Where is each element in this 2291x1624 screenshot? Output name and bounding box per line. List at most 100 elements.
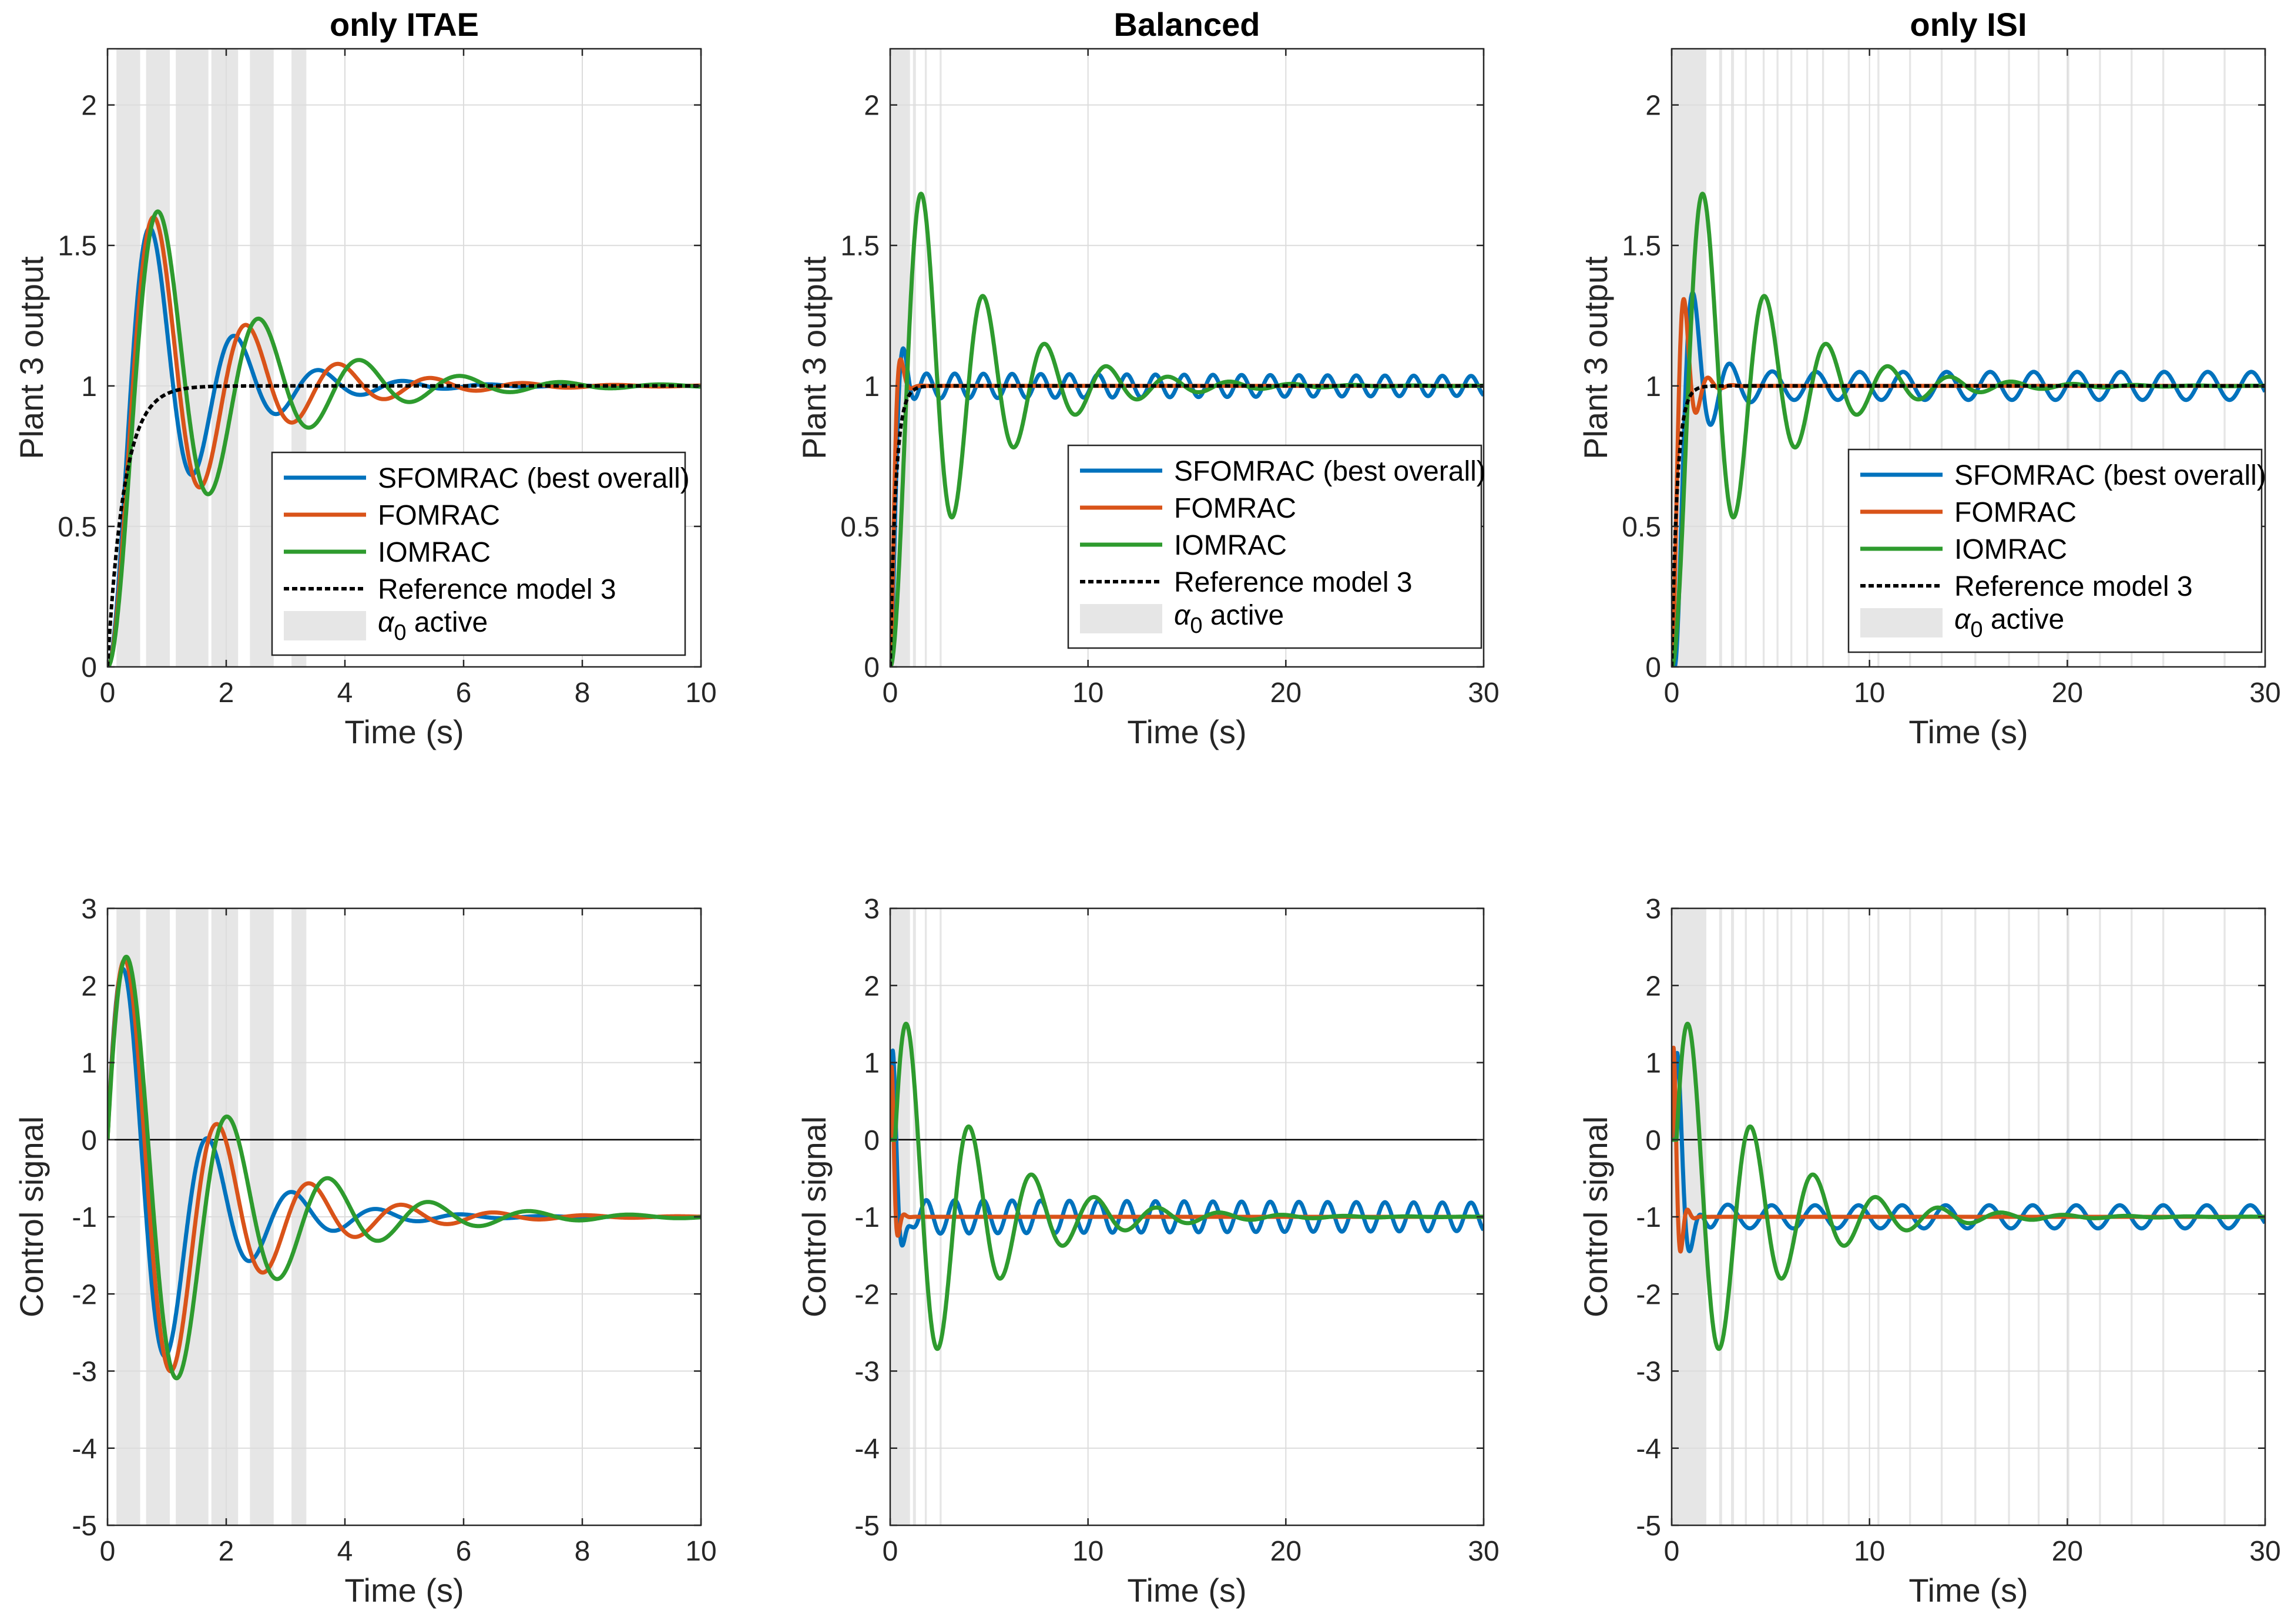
legend-alpha-symbol: α [1954,604,1971,635]
legend-label-reference: Reference model 3 [1954,571,2193,602]
x-tick-label: 2 [219,677,234,709]
y-axis-label: Plant 3 output [1577,256,1614,459]
y-tick-label: 1.5 [840,231,880,262]
legend-swatch-alpha [1080,604,1162,633]
y-tick-label: 3 [1645,894,1661,925]
series-line-iomrac [108,954,701,1381]
legend: SFOMRAC (best overall) FOMRAC IOMRAC Refere… [271,451,690,656]
x-tick-label: 0 [1664,1536,1680,1567]
alpha-active-band [1719,49,1722,667]
subplot-output-3: 0 10 20 30 0 0.5 1 1.5 2 Time (s) Plant 3 output on… [1577,6,2281,750]
y-tick-label: 0.5 [840,512,880,543]
x-tick-label: 8 [575,677,591,709]
series-line-iomrac [108,209,701,667]
y-tick-label: 1 [1645,371,1661,402]
alpha-active-band [1745,49,1747,667]
x-axis-label: Time (s) [1908,1572,2028,1609]
legend-alpha-suffix: active [407,607,488,638]
y-tick-label: 1.5 [1622,231,1661,262]
alpha-active-band [940,49,942,667]
series-line-sfomrac [890,1048,1484,1248]
legend: SFOMRAC (best overall) FOMRAC IOMRAC Refere… [1067,444,1486,649]
alpha-active-band [1762,49,1765,667]
x-tick-label: 8 [575,1536,591,1567]
alpha-active-band [2131,49,2133,667]
alpha-active-band [1806,49,1809,667]
x-tick-label: 20 [2052,677,2083,709]
axes-box [106,48,702,668]
x-tick-label: 10 [1854,1536,1885,1567]
x-tick-label: 4 [337,677,353,709]
x-tick-label: 0 [100,1536,116,1567]
legend-label-sfomrac: SFOMRAC (best overall) [1174,456,1486,487]
alpha-active-band [146,49,170,667]
y-tick-label: 1.5 [58,231,97,262]
x-axis-label: Time (s) [1127,1572,1246,1609]
y-tick-label: 0 [81,652,97,683]
legend-alpha-suffix: active [1983,604,2065,635]
y-tick-label: -2 [1636,1279,1661,1310]
legend-label-iomrac: IOMRAC [1174,530,1287,561]
y-tick-label: -1 [72,1202,97,1233]
y-tick-label: 3 [81,894,97,925]
x-tick-label: 10 [685,677,716,709]
y-tick-label: 0.5 [58,512,97,543]
y-tick-label: -5 [854,1511,880,1542]
x-tick-label: 0 [883,677,898,709]
x-tick-label: 20 [2052,1536,2083,1567]
legend: SFOMRAC (best overall) FOMRAC IOMRAC Refere… [1847,448,2266,653]
y-axis-label: Control signal [13,1116,50,1317]
alpha-active-band [1940,49,1943,667]
y-tick-label: -4 [1636,1434,1661,1465]
x-tick-label: 30 [2249,1536,2280,1567]
y-tick-label: -4 [854,1434,880,1465]
y-tick-label: -1 [854,1202,880,1233]
y-tick-label: 1 [81,1048,97,1079]
alpha-active-band [1731,49,1735,667]
x-tick-label: 0 [883,1536,898,1567]
y-tick-label: -5 [1636,1511,1661,1542]
y-tick-label: -2 [72,1279,97,1310]
series-line-iomrac [1672,1021,2265,1351]
axes-box [1671,48,2266,668]
y-tick-label: 0 [81,1125,97,1156]
y-tick-label: 1 [864,371,880,402]
series-line-reference [890,384,1484,667]
alpha-active-band [2008,49,2010,667]
x-tick-label: 10 [685,1536,716,1567]
legend-label-iomrac: IOMRAC [378,537,491,568]
legend-label-fomrac: FOMRAC [1954,497,2077,528]
legend-label-alpha: α0 active [378,607,488,645]
y-tick-label: 3 [864,894,880,925]
legend-alpha-suffix: active [1203,600,1284,631]
alpha-active-band [2067,49,2069,667]
legend-label-sfomrac: SFOMRAC (best overall) [378,463,690,494]
x-tick-label: 6 [456,1536,472,1567]
subplot-output-2: 0 10 20 30 0 0.5 1 1.5 2 Time (s) Plant 3 output Ba… [796,6,1500,750]
y-axis-label: Control signal [1577,1116,1614,1317]
y-tick-label: -3 [854,1357,880,1388]
alpha-active-band [1822,49,1824,667]
y-tick-label: 0.5 [1622,512,1661,543]
panel-title: only ISI [1910,6,2027,43]
panel-title: Balanced [1114,6,1260,43]
legend-label-sfomrac: SFOMRAC (best overall) [1954,460,2266,491]
y-tick-label: 0 [864,1125,880,1156]
legend-alpha-symbol: α [1174,600,1191,631]
y-tick-label: -1 [1636,1202,1661,1233]
y-tick-label: 0 [864,652,880,683]
x-tick-label: 10 [1072,677,1103,709]
alpha-active-band [1974,49,1977,667]
legend-alpha-symbol: α [378,607,395,638]
alpha-active-band [1790,49,1793,667]
legend-label-alpha: α0 active [1954,604,2064,642]
y-tick-label: -5 [72,1511,97,1542]
alpha-active-band [211,49,239,667]
legend-alpha-subscript: 0 [394,620,406,645]
x-tick-label: 30 [1468,677,1499,709]
x-tick-label: 20 [1270,677,1302,709]
y-tick-label: 1 [1645,1048,1661,1079]
x-tick-label: 10 [1854,677,1885,709]
legend-label-fomrac: FOMRAC [1174,493,1296,524]
